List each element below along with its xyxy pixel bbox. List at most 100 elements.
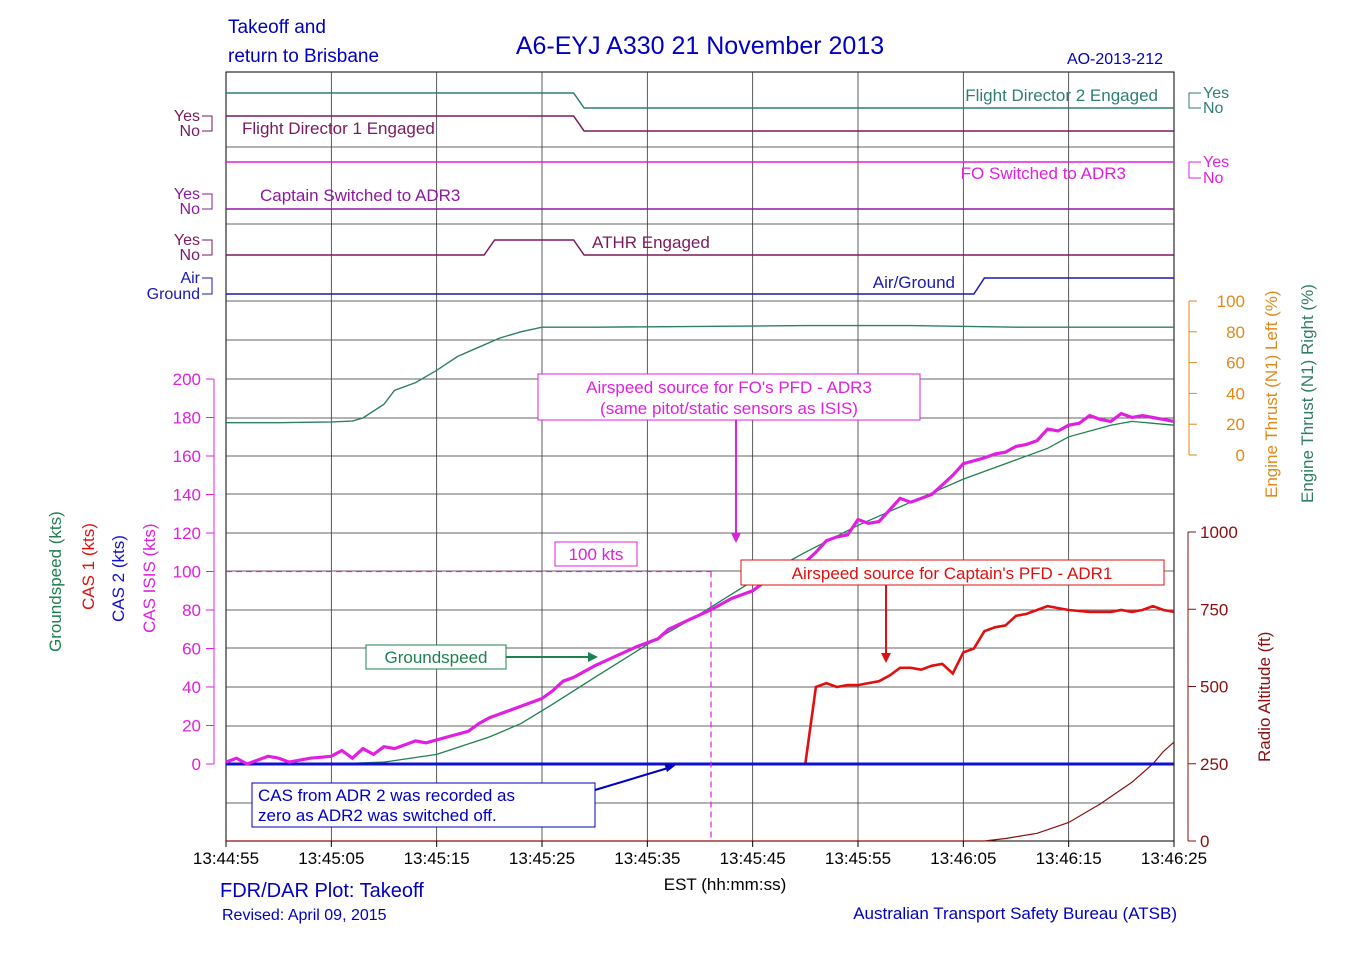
report-reference: AO-2013-212 xyxy=(1067,51,1163,68)
fo-source-line2: (same pitot/static sensors as ISIS) xyxy=(600,399,858,418)
state-label-high: Yes xyxy=(174,108,200,125)
capt-source-arrowhead xyxy=(881,653,891,663)
state-label-low: No xyxy=(180,123,201,140)
state-label-high: Yes xyxy=(1203,154,1229,171)
speed-tick-label: 0 xyxy=(192,755,201,774)
state-bracket xyxy=(202,277,213,295)
groundspeed-arrowhead xyxy=(588,652,598,662)
state-bracket xyxy=(202,115,213,132)
radio-alt-tick-label: 250 xyxy=(1200,755,1228,774)
discrete-label: Captain Switched to ADR3 xyxy=(260,186,460,205)
discrete-trace xyxy=(226,277,1174,295)
fo-source-arrowhead xyxy=(731,533,741,543)
discrete-label: FO Switched to ADR3 xyxy=(961,164,1126,183)
speed-tick-label: 140 xyxy=(173,486,201,505)
state-label-high: Air xyxy=(180,270,200,287)
hundred-kts-box xyxy=(554,541,638,567)
radio-alt-tick-label: 500 xyxy=(1200,678,1228,697)
state-bracket xyxy=(202,239,213,256)
state-bracket xyxy=(1188,92,1201,109)
subtitle-line2: return to Brisbane xyxy=(228,46,379,67)
x-axis-label: EST (hh:mm:ss) xyxy=(664,875,786,894)
cas2-note-line1: CAS from ADR 2 was recorded as xyxy=(258,786,515,805)
revision-date: Revised: April 09, 2015 xyxy=(222,907,387,924)
x-tick-label: 13:46:05 xyxy=(930,849,996,868)
cas2-note-arrowhead xyxy=(664,763,676,772)
engine-tick-label: 0 xyxy=(1236,446,1245,465)
groundspeed-trace xyxy=(226,420,1175,765)
hundred-kts-label: 100 kts xyxy=(569,545,624,564)
cas2-note-box xyxy=(251,782,596,828)
cas2-note-arrow xyxy=(594,767,669,791)
subtitle-line1: Takeoff and xyxy=(228,17,326,38)
x-tick-label: 13:45:45 xyxy=(720,849,786,868)
engine-left-axis-label: Engine Thrust (N1) Left (%) xyxy=(1262,290,1281,498)
radio-alt-trace xyxy=(226,741,1175,842)
discrete-label: ATHR Engaged xyxy=(592,233,710,252)
state-label-high: Yes xyxy=(1203,85,1229,102)
x-tick-label: 13:45:05 xyxy=(298,849,364,868)
engine-thrust-trace xyxy=(226,324,1174,424)
x-tick-label: 13:45:25 xyxy=(509,849,575,868)
speed-panel xyxy=(225,411,1175,842)
speed-tick-label: 80 xyxy=(182,601,201,620)
capt-source-label: Airspeed source for Captain's PFD - ADR1 xyxy=(792,564,1113,583)
speed-tick-label: 120 xyxy=(173,524,201,543)
discrete-label: Air/Ground xyxy=(873,273,955,292)
radio-alt-axis-label: Radio Altitude (ft) xyxy=(1255,632,1274,762)
radio-alt-tick-label: 0 xyxy=(1200,832,1209,851)
speed-tick-label: 160 xyxy=(173,447,201,466)
state-label-low: No xyxy=(180,201,201,218)
x-tick-label: 13:45:35 xyxy=(614,849,680,868)
discrete-label: Flight Director 1 Engaged xyxy=(242,119,435,138)
discrete-trace xyxy=(226,92,1174,109)
speed-axis-label: CAS 2 (kts) xyxy=(109,535,128,622)
engine-tick-label: 40 xyxy=(1226,384,1245,403)
x-tick-label: 13:46:15 xyxy=(1036,849,1102,868)
annotations: 100 kts Airspeed source for FO's PFD - AD… xyxy=(226,373,1165,841)
groundspeed-label: Groundspeed xyxy=(384,648,487,667)
state-bracket xyxy=(1188,161,1201,179)
x-tick-label: 13:44:55 xyxy=(193,849,259,868)
speed-axis-label: Groundspeed (kts) xyxy=(46,511,65,652)
cas-isis-trace xyxy=(225,411,1175,766)
state-label-low: No xyxy=(180,247,201,264)
speed-axis-label: CAS ISIS (kts) xyxy=(140,523,159,633)
radio-alt-tick-label: 1000 xyxy=(1200,523,1238,542)
groundspeed-box xyxy=(365,644,507,670)
speed-tick-label: 100 xyxy=(173,563,201,582)
discrete-trace xyxy=(226,239,1174,256)
capt-source-box xyxy=(740,559,1165,586)
x-tick-label: 13:45:55 xyxy=(825,849,891,868)
state-label-high: Yes xyxy=(174,186,200,203)
speed-axis-label: CAS 1 (kts) xyxy=(79,523,98,610)
speed-tick-label: 40 xyxy=(182,678,201,697)
state-label-low: No xyxy=(1203,100,1224,117)
state-label-low: Ground xyxy=(147,286,200,303)
engine-tick-label: 60 xyxy=(1226,354,1245,373)
state-label-low: No xyxy=(1203,170,1224,187)
speed-tick-label: 200 xyxy=(173,370,201,389)
discrete-label: Flight Director 2 Engaged xyxy=(965,86,1158,105)
engine-thrust-panel: 0 20 40 60 80 100 Engine Thrust (N1) Left (%) E… xyxy=(226,284,1317,503)
state-label-high: Yes xyxy=(174,232,200,249)
engine-tick-label: 80 xyxy=(1226,323,1245,342)
cas2-note-line2: zero as ADR2 was switched off. xyxy=(258,806,497,825)
engine-tick-label: 20 xyxy=(1226,415,1245,434)
speed-tick-label: 20 xyxy=(182,717,201,736)
engine-right-axis-label: Engine Thrust (N1) Right (%) xyxy=(1298,284,1317,503)
fo-source-line1: Airspeed source for FO's PFD - ADR3 xyxy=(586,378,872,397)
page-title: A6-EYJ A330 21 November 2013 xyxy=(516,32,884,60)
axes: 13:44:55 13:45:05 13:45:15 13:45:25 13:45:35… xyxy=(46,370,1274,868)
agency-name: Australian Transport Safety Bureau (ATSB… xyxy=(853,904,1177,923)
engine-tick-label: 100 xyxy=(1217,292,1245,311)
plot-title: FDR/DAR Plot: Takeoff xyxy=(220,880,424,902)
fo-source-box xyxy=(537,373,921,421)
state-bracket xyxy=(202,193,213,210)
radio-alt-tick-label: 750 xyxy=(1200,600,1228,619)
discrete-trace xyxy=(226,115,1174,132)
cas1-trace xyxy=(226,604,1175,766)
x-tick-label: 13:45:15 xyxy=(404,849,470,868)
